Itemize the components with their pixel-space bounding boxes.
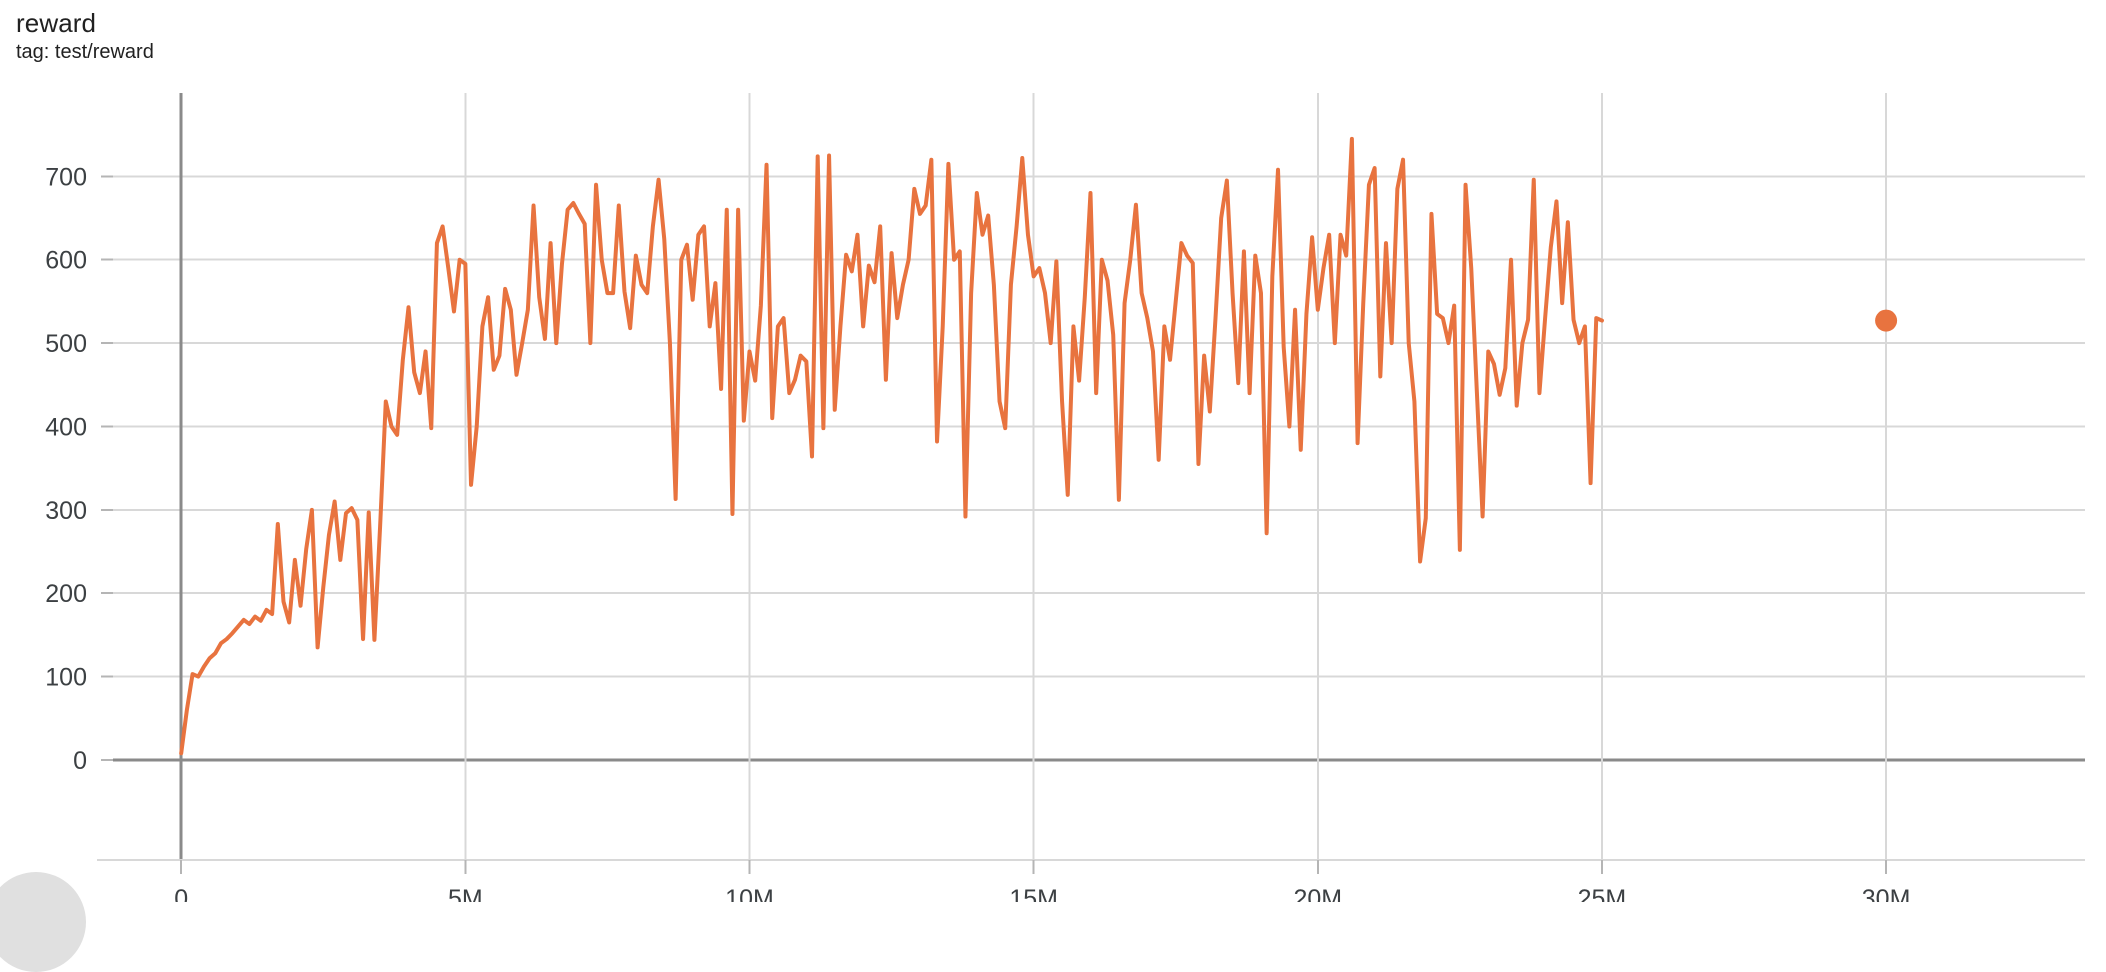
axis-labels-group: 700 600 500 400 300 200 100 0 0 5M 10M 15M 20M 25M 30M [45, 163, 1910, 902]
y-tick-label: 200 [45, 580, 87, 608]
y-tick-label: 500 [45, 330, 87, 358]
y-tick-label: 300 [45, 497, 87, 525]
chart-header: reward tag: test/reward [16, 8, 916, 64]
y-tick-label: 600 [45, 247, 87, 275]
x-tick-label: 0 [174, 885, 188, 902]
y-tick-label: 100 [45, 664, 87, 692]
x-tick-label: 20M [1293, 885, 1342, 902]
y-tick-label: 700 [45, 163, 87, 191]
series-end-marker [1875, 309, 1898, 332]
x-tick-label: 25M [1578, 885, 1627, 902]
y-tick-label: 400 [45, 413, 87, 441]
x-tick-label: 10M [725, 885, 774, 902]
page-title: reward [16, 8, 97, 38]
series-line-test/reward [179, 136, 1604, 756]
chart-plot-area[interactable]: 700 600 500 400 300 200 100 0 0 5M 10M 15M 20M 25M 30M [0, 0, 2106, 902]
chart-tag-label: tag: test/reward [16, 41, 154, 63]
x-tick-label: 15M [1009, 885, 1058, 902]
line-chart-svg[interactable]: 700 600 500 400 300 200 100 0 0 5M 10M 15M 20M 25M 30M [0, 0, 2106, 902]
x-tick-label: 5M [448, 885, 483, 902]
series-group [179, 136, 1898, 756]
gridlines-group [97, 93, 2085, 861]
y-tick-label: 0 [73, 747, 87, 775]
x-tick-label: 30M [1862, 885, 1911, 902]
tickmarks-group [101, 175, 1888, 874]
